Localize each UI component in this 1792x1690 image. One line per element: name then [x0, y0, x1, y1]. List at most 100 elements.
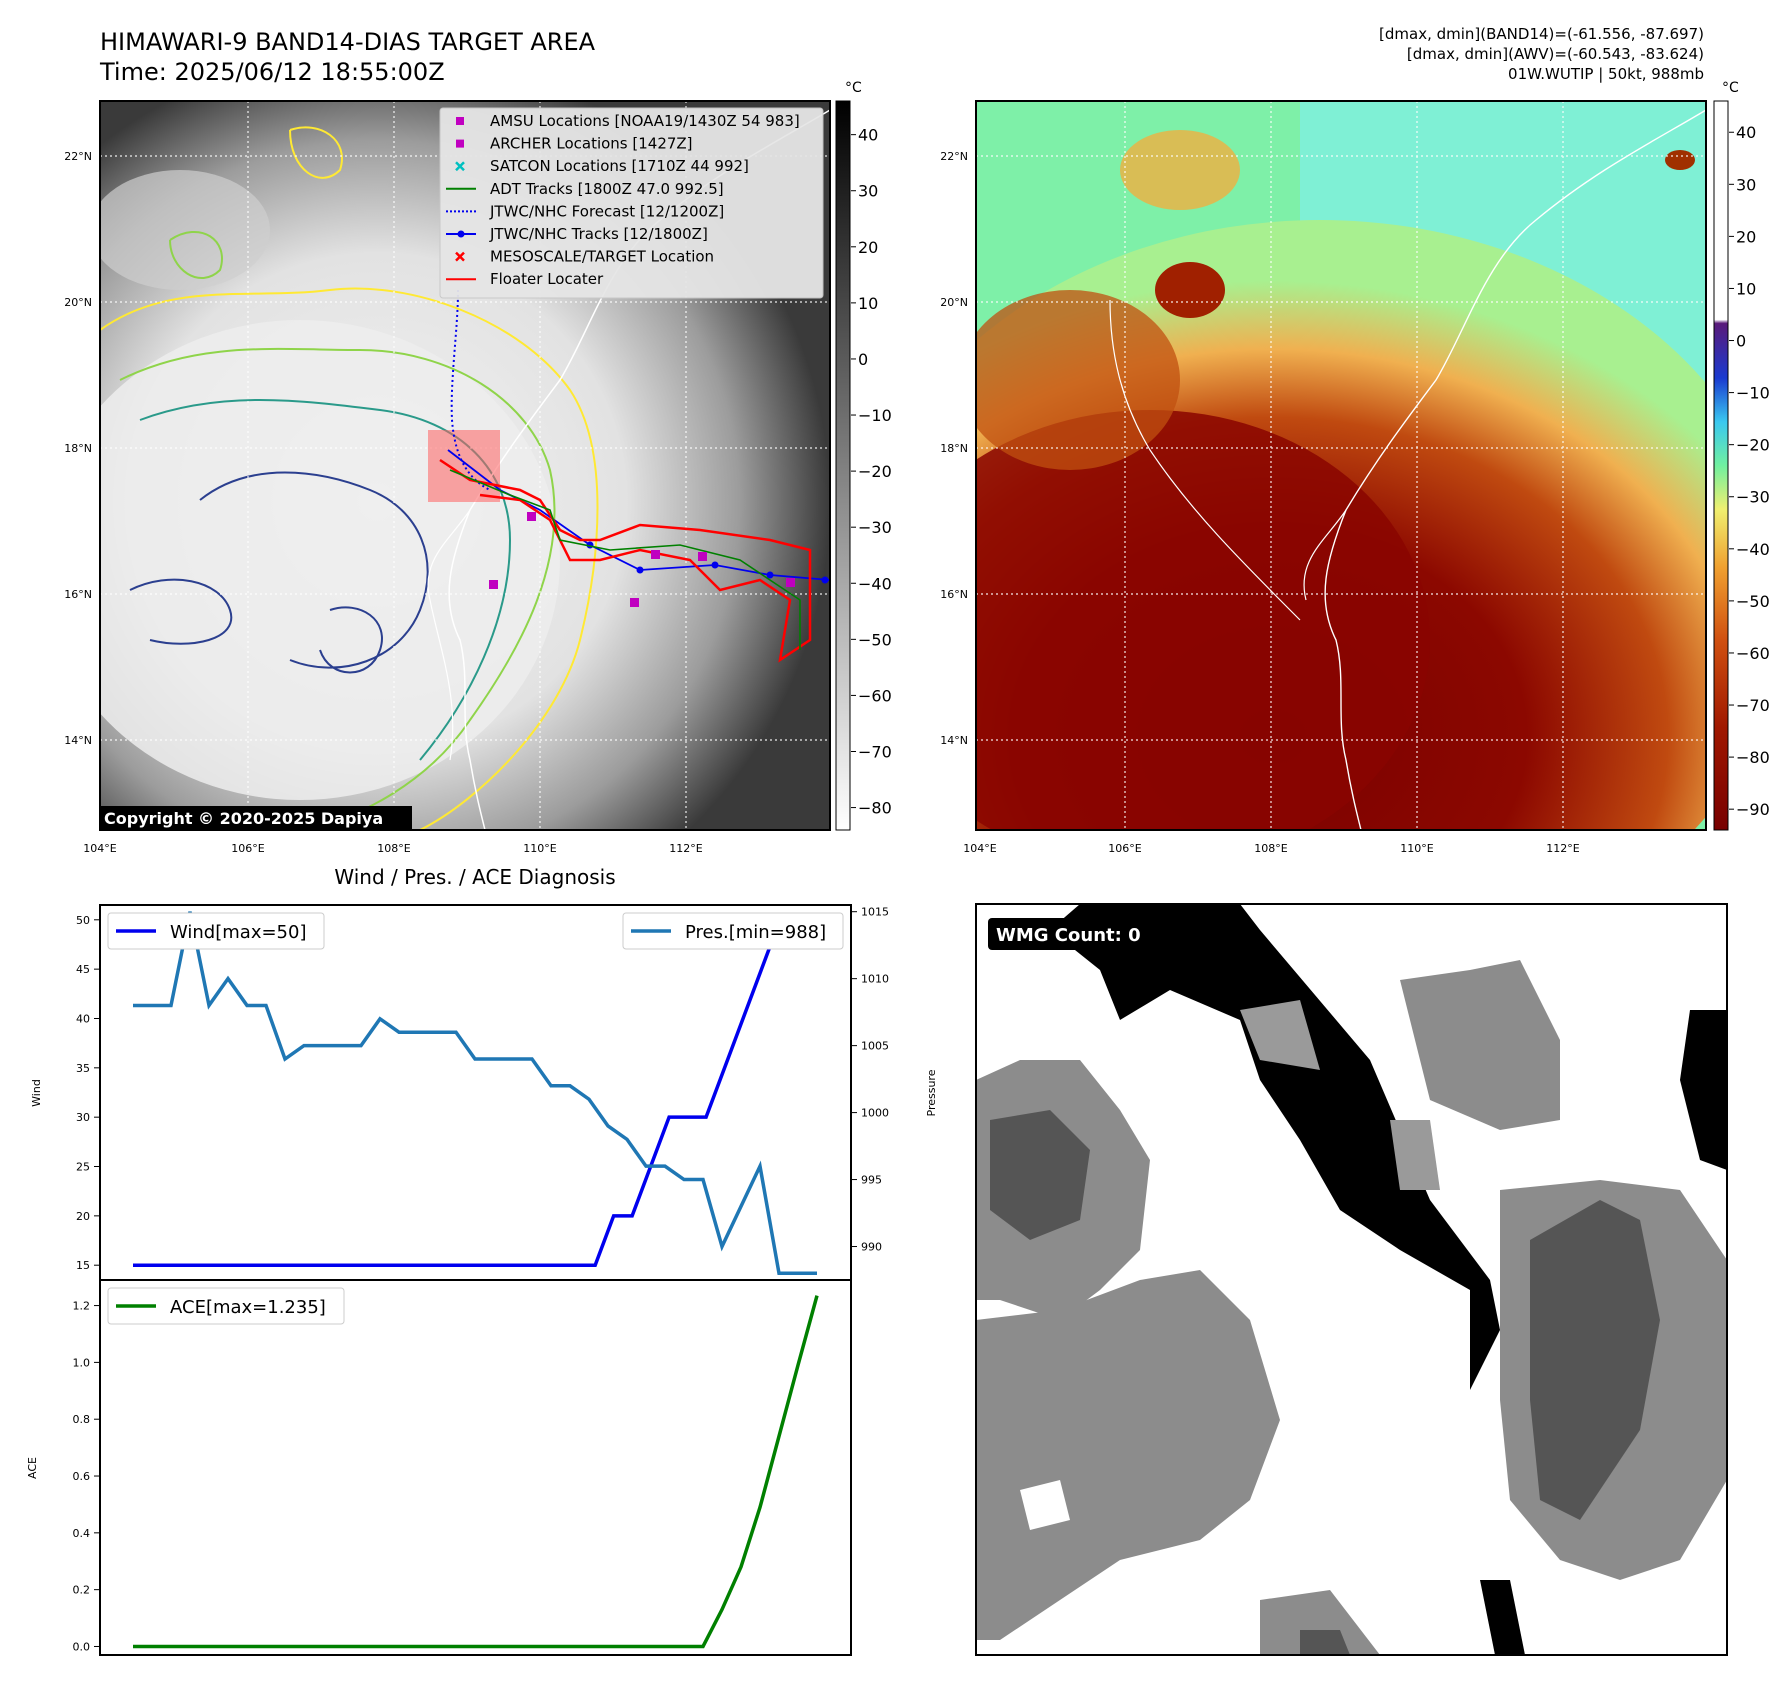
- colorbar-tick-label: −60: [858, 686, 892, 705]
- colorbar-tick-label: −80: [1736, 748, 1770, 767]
- pressure-tick-label: 1015: [861, 906, 889, 919]
- colorbar-tick-label: 10: [858, 294, 878, 313]
- ir-map-panel: 104°E 106°E 108°E 110°E 112°E 22°N 20°N …: [64, 100, 831, 855]
- ir-lat-labels: 22°N 20°N 18°N 16°N 14°N: [64, 150, 92, 747]
- map-legend: AMSU Locations [NOAA19/1430Z 54 983] ARCH…: [439, 107, 824, 299]
- wmg-panel: WMG Count: 0: [975, 903, 1728, 1656]
- ir-lon-label: 112°E: [669, 842, 702, 855]
- legend-label: ARCHER Locations [1427Z]: [490, 135, 693, 153]
- legend-label: JTWC/NHC Tracks [12/1800Z]: [489, 225, 708, 243]
- wind-tick-label: 50: [76, 914, 90, 927]
- wmg-count-badge: [988, 918, 1172, 950]
- ir-lat-label: 14°N: [64, 734, 92, 747]
- legend-item: JTWC/NHC Tracks [12/1800Z]: [446, 225, 708, 243]
- colorbar-tick-label: 30: [1736, 175, 1756, 194]
- legend-label: AMSU Locations [NOAA19/1430Z 54 983]: [490, 112, 800, 130]
- ir-lat-label: 16°N: [64, 588, 92, 601]
- colorbar-tick-label: 10: [1736, 279, 1756, 298]
- wind-series-line: [133, 918, 817, 1267]
- legend-marker: [455, 161, 465, 172]
- copyright-text: Copyright © 2020-2025 Dapiya: [104, 809, 383, 828]
- legend-item: AMSU Locations [NOAA19/1430Z 54 983]: [456, 112, 800, 130]
- pressure-axis-label: Pressure: [925, 1069, 938, 1116]
- ace-legend: ACE[max=1.235]: [107, 1287, 345, 1325]
- legend-label: Floater Locater: [490, 270, 604, 288]
- colorbar-tick-label: −10: [858, 406, 892, 425]
- ir-lat-label: 22°N: [64, 150, 92, 163]
- wind-tick-label: 40: [76, 1012, 90, 1025]
- awv-lon-label: 112°E: [1546, 842, 1579, 855]
- pressure-legend-label: Pres.[min=988]: [685, 922, 826, 943]
- pressure-legend: Pres.[min=988]: [622, 912, 844, 950]
- ir-colorbar: °C 40 30 20 10 0 −10 −20 −30 −40 −50 −60 −70 −80: [835, 80, 892, 831]
- wind-tick-label: 35: [76, 1062, 90, 1075]
- ace-tick-label: 0.4: [73, 1527, 91, 1540]
- legend-label: ADT Tracks [1800Z 47.0 992.5]: [490, 180, 724, 198]
- wind-pressure-chart: 15 20 25 30 35 40 45 50 990 995 1000 1005 1010 1015 W…: [30, 904, 938, 1281]
- header-band14-range: [dmax, dmin](BAND14)=(-61.556, -87.697): [1379, 25, 1704, 43]
- figure-title: HIMAWARI-9 BAND14-DIAS TARGET AREA: [100, 28, 596, 56]
- ir-lon-label: 108°E: [377, 842, 410, 855]
- colorbar-tick-label: −70: [1736, 696, 1770, 715]
- ace-tick-label: 0.6: [73, 1470, 91, 1483]
- awv-lat-label: 18°N: [940, 442, 968, 455]
- pressure-tick-label: 990: [861, 1241, 882, 1254]
- legend-marker: [455, 251, 465, 262]
- legend-item: Floater Locater: [446, 270, 604, 288]
- colorbar-tick-label: −40: [1736, 540, 1770, 559]
- legend-item: ADT Tracks [1800Z 47.0 992.5]: [446, 180, 724, 198]
- awv-lon-labels: 104°E 106°E 108°E 110°E 112°E: [963, 842, 1579, 855]
- colorbar-tick-label: 20: [858, 238, 878, 257]
- colorbar-tick-label: −40: [858, 574, 892, 593]
- ir-lat-label: 18°N: [64, 442, 92, 455]
- colorbar-tick-label: 0: [858, 350, 868, 369]
- legend-label: MESOSCALE/TARGET Location: [490, 248, 714, 266]
- awv-colorbar: °C 40 30 20 10 0 −10 −20 −30 −40 −50 −60 −70 −80 −90: [1713, 80, 1770, 831]
- colorbar-tick-label: −30: [1736, 488, 1770, 507]
- awv-lat-labels: 22°N 20°N 18°N 16°N 14°N: [940, 150, 968, 747]
- legend-label: SATCON Locations [1710Z 44 992]: [490, 157, 749, 175]
- legend-item: SATCON Locations [1710Z 44 992]: [455, 157, 749, 175]
- pressure-tick-label: 1005: [861, 1040, 889, 1053]
- ace-tick-label: 0.0: [73, 1640, 91, 1653]
- wind-tick-label: 20: [76, 1210, 90, 1223]
- diagnosis-title: Wind / Pres. / ACE Diagnosis: [334, 865, 615, 889]
- colorbar-tick-label: 0: [1736, 332, 1746, 351]
- ir-lon-label: 110°E: [523, 842, 556, 855]
- ace-tick-label: 1.0: [73, 1356, 91, 1369]
- wind-tick-label: 15: [76, 1259, 90, 1272]
- colorbar-tick-label: −50: [858, 630, 892, 649]
- awv-lat-label: 16°N: [940, 588, 968, 601]
- wind-legend-label: Wind[max=50]: [170, 922, 307, 943]
- figure-time: Time: 2025/06/12 18:55:00Z: [99, 58, 445, 86]
- colorbar-tick-label: −80: [858, 799, 892, 818]
- awv-lon-label: 110°E: [1400, 842, 1433, 855]
- ir-lon-label: 106°E: [231, 842, 264, 855]
- legend-item: ARCHER Locations [1427Z]: [456, 135, 693, 153]
- colorbar-tick-label: −10: [1736, 384, 1770, 403]
- ace-chart: 0.0 0.2 0.4 0.6 0.8 1.0 1.2 ACE ACE[max=1.235]: [26, 1279, 852, 1656]
- wind-tick-label: 45: [76, 963, 90, 976]
- awv-lat-label: 14°N: [940, 734, 968, 747]
- ace-tick-label: 1.2: [73, 1300, 91, 1313]
- ace-tick-label: 0.2: [73, 1584, 91, 1597]
- colorbar-tick-label: −20: [858, 462, 892, 481]
- awv-colorbar-unit: °C: [1722, 80, 1739, 96]
- wind-tick-label: 30: [76, 1111, 90, 1124]
- colorbar-tick-label: −20: [1736, 436, 1770, 455]
- colorbar-tick-label: 20: [1736, 227, 1756, 246]
- legend-marker: [456, 117, 464, 125]
- ir-lon-labels: 104°E 106°E 108°E 110°E 112°E: [83, 842, 702, 855]
- wind-tick-label: 25: [76, 1161, 90, 1174]
- copyright-badge: [100, 806, 412, 830]
- pressure-tick-label: 995: [861, 1174, 882, 1187]
- colorbar-tick-label: −70: [858, 742, 892, 761]
- awv-lon-label: 106°E: [1108, 842, 1141, 855]
- wmg-count-text: WMG Count: 0: [996, 925, 1141, 946]
- pressure-tick-label: 1000: [861, 1107, 889, 1120]
- colorbar-tick-label: 40: [858, 126, 878, 145]
- ace-legend-label: ACE[max=1.235]: [170, 1297, 326, 1318]
- legend-marker: [446, 230, 476, 238]
- ace-series-line: [133, 1295, 819, 1649]
